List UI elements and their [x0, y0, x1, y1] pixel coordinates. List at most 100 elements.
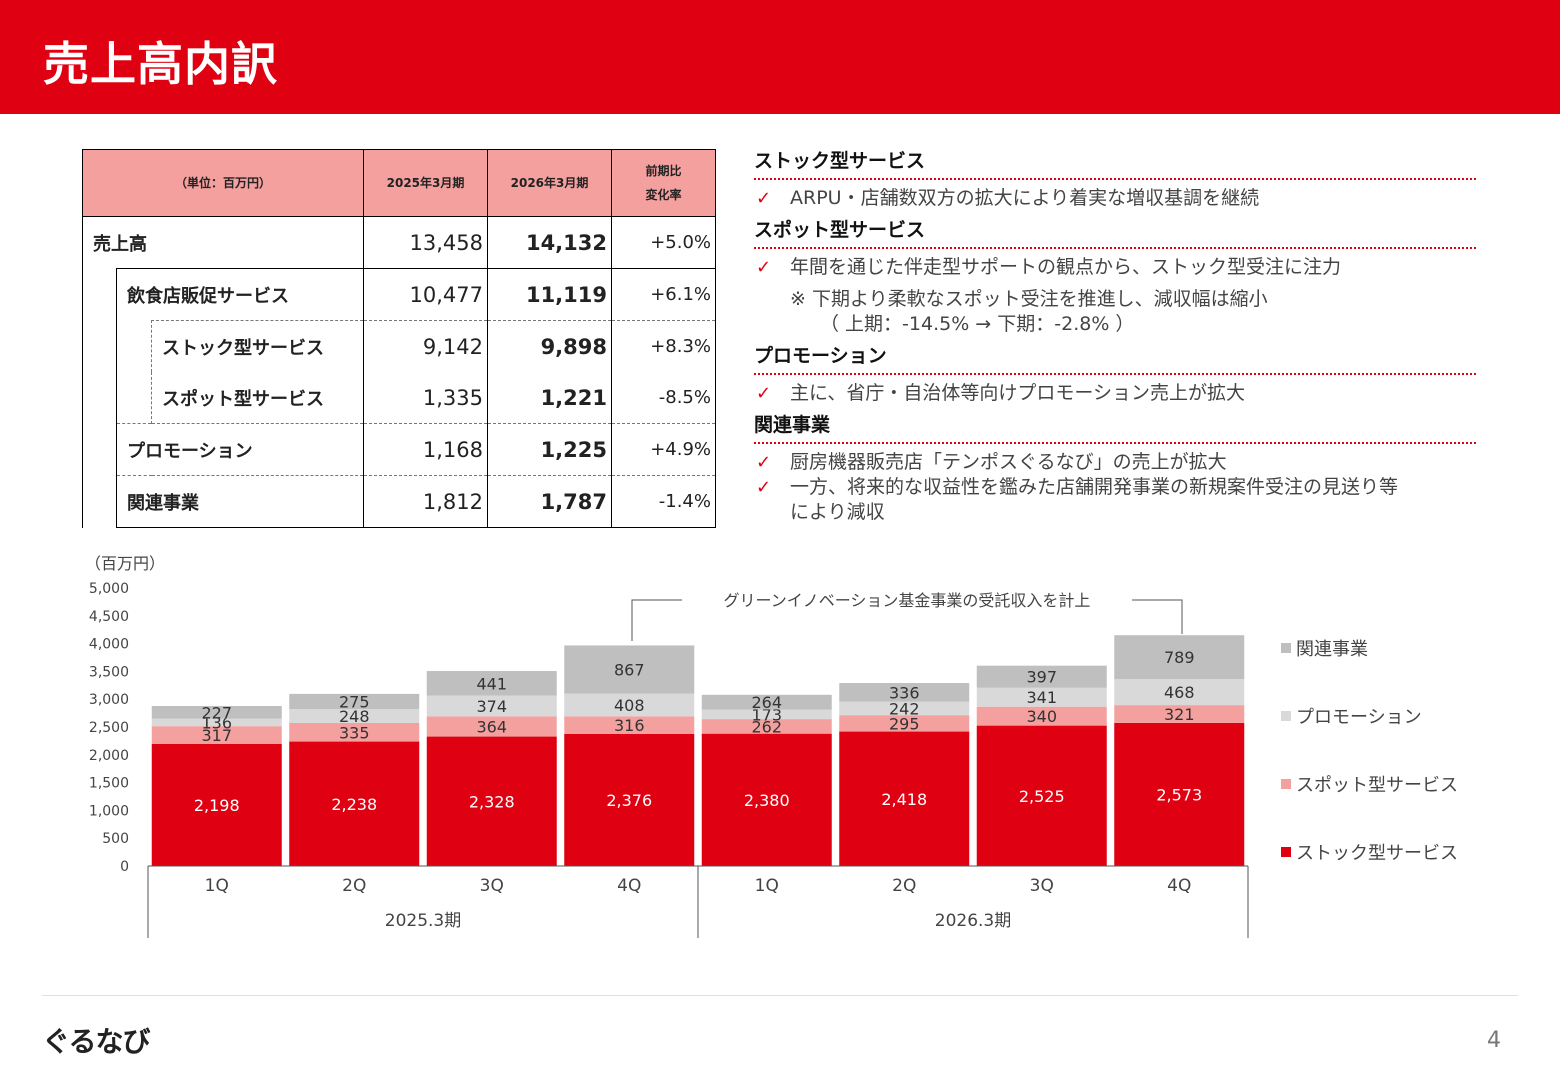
bar-promotion: [976, 687, 1107, 707]
promo-heading: プロモーション: [754, 343, 1476, 375]
data-label: 2,418: [881, 790, 927, 809]
data-label: 262: [751, 717, 782, 736]
bar-promotion: [289, 709, 420, 723]
data-label: 2,525: [1019, 787, 1065, 806]
list-item: ✓ ARPU・店舗数双方の拡大により着実な増収基調を継続: [754, 186, 1476, 211]
row-label: 飲食店販促サービス: [116, 268, 364, 321]
spot-list: ✓ 年間を通じた伴走型サポートの観点から、ストック型受注に注力 ※ 下期より柔軟な…: [754, 249, 1476, 343]
table-row: 飲食店販促サービス 10,477 11,119 +6.1%: [82, 268, 716, 528]
col-change-line1: 前期比: [645, 164, 682, 178]
data-label: 867: [614, 661, 645, 680]
check-icon: ✓: [756, 188, 772, 209]
data-label: 341: [1026, 688, 1057, 707]
y-tick-label: 1,000: [89, 803, 129, 819]
y-tick-label: 1,500: [89, 776, 129, 792]
list-item-text: 厨房機器販売店「テンポスぐるなび」の売上が拡大: [790, 451, 1227, 473]
value-fy2026: 1,787: [487, 475, 612, 528]
stock-heading: ストック型サービス: [754, 148, 1476, 180]
annotation-text: グリーンイノベーション基金事業の受託収入を計上: [724, 591, 1091, 610]
y-tick-label: 500: [102, 831, 129, 847]
list-item-text: ARPU・店舗数双方の拡大により着実な増収基調を継続: [790, 187, 1260, 209]
data-label: 264: [751, 693, 782, 712]
value-fy2026: 9,898: [487, 320, 612, 372]
list-item: ✓ 厨房機器販売店「テンポスぐるなび」の売上が拡大: [754, 450, 1476, 475]
data-label: 227: [201, 703, 232, 722]
data-label: 374: [476, 697, 507, 716]
x-tick-label: 1Q: [205, 876, 229, 896]
bar-promotion: [839, 701, 970, 716]
data-label: 335: [339, 723, 370, 742]
sales-chart: （百万円） 5,000 4,500 4,000 3,500 3,000 2,500 2,000…: [85, 554, 1458, 938]
data-label: 441: [476, 674, 507, 693]
related-heading: 関連事業: [754, 412, 1476, 444]
col-fy2026: 2026年3月期: [487, 149, 612, 217]
x-tick-label: 3Q: [480, 876, 504, 896]
y-tick-label: 4,000: [89, 637, 129, 653]
list-item-text: 一方、将来的な収益性を鑑みた店舗開発事業の新規案件受注の見送り等: [790, 476, 1399, 498]
check-icon: ✓: [756, 383, 772, 404]
value-fy2025: 13,458: [363, 216, 488, 269]
indent-cell: [82, 268, 117, 528]
value-fy2025: 1,168: [363, 423, 488, 476]
value-fy2025: 1,335: [363, 372, 488, 424]
x-tick-label: 2Q: [342, 876, 366, 896]
data-label: 2,238: [331, 795, 377, 814]
value-fy2025: 1,812: [363, 475, 488, 528]
bar-stock: [289, 741, 420, 866]
row-label: スポット型サービス: [151, 372, 364, 424]
check-icon: ✓: [756, 477, 772, 498]
row-label: 関連事業: [116, 475, 364, 528]
bar-related: [839, 683, 970, 702]
legend-label: スポット型サービス: [1296, 775, 1458, 796]
x-tick-label: 4Q: [1167, 876, 1191, 896]
bar-spot: [839, 715, 970, 732]
list-item: ✓ 主に、省庁・自治体等向けプロモーション売上が拡大: [754, 381, 1476, 406]
legend-label: 関連事業: [1296, 639, 1368, 660]
data-label: 2,198: [194, 796, 240, 815]
bar-spot: [151, 726, 282, 744]
bar-related: [289, 693, 420, 710]
bar-spot: [976, 706, 1107, 726]
value-fy2025: 9,142: [363, 320, 488, 372]
data-label: 2,376: [606, 791, 652, 810]
list-item-text: 主に、省庁・自治体等向けプロモーション売上が拡大: [790, 382, 1246, 404]
group-label: 2025.3期: [385, 911, 461, 931]
table-row: プロモーション 1,168 1,225 +4.9%: [83, 423, 716, 476]
bar-spot: [564, 716, 695, 734]
check-icon: ✓: [756, 257, 772, 278]
legend-label: プロモーション: [1296, 707, 1422, 728]
y-tick-label: 3,500: [89, 664, 129, 680]
y-tick-label: 2,500: [89, 720, 129, 736]
data-label: 397: [1026, 668, 1057, 687]
col-change-line2: 変化率: [645, 188, 682, 202]
check-icon: ✓: [756, 452, 772, 473]
row-label: プロモーション: [116, 423, 364, 476]
table-row: 関連事業 1,812 1,787 -1.4%: [83, 475, 716, 528]
bar-stock: [151, 743, 282, 866]
data-label: 2,380: [744, 791, 790, 810]
list-item-continuation: により減収: [754, 500, 1476, 525]
y-tick-label: 2,000: [89, 748, 129, 764]
indent-cell: [116, 320, 152, 424]
y-tick-label: 4,500: [89, 609, 129, 625]
value-fy2026: 1,225: [487, 423, 612, 476]
data-label: 275: [339, 693, 370, 712]
annotation-bracket-left: [631, 599, 682, 641]
col-fy2025: 2025年3月期: [363, 149, 488, 217]
x-tick-label: 2Q: [892, 876, 916, 896]
page-title: 売上高内訳: [43, 37, 278, 91]
data-label: 316: [614, 716, 645, 735]
sales-table: （単位：百万円） 2025年3月期 2026年3月期 前期比 変化率 売上高 13…: [82, 149, 716, 528]
value-change: +4.9%: [611, 423, 716, 476]
legend-swatch: [1281, 711, 1291, 721]
value-fy2026: 1,221: [487, 372, 612, 424]
data-label: 468: [1164, 683, 1195, 702]
list-item: ✓ 年間を通じた伴走型サポートの観点から、ストック型受注に注力: [754, 255, 1476, 280]
data-label: 789: [1164, 648, 1195, 667]
value-fy2026: 11,119: [487, 268, 612, 321]
bar-related: [564, 645, 695, 694]
value-change: +8.3%: [611, 320, 716, 372]
bar-stock: [426, 736, 557, 866]
row-label: 売上高: [82, 216, 364, 269]
bar-promotion: [151, 718, 282, 727]
